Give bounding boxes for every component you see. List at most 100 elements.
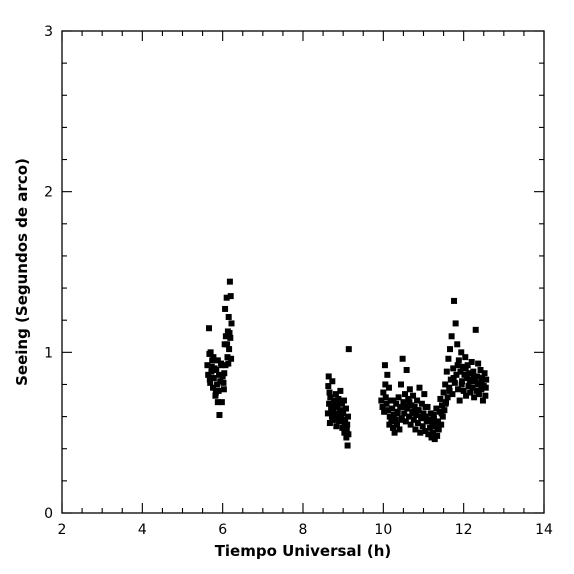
data-point — [413, 411, 420, 418]
data-point — [402, 391, 409, 398]
data-point — [467, 389, 474, 396]
data-point — [462, 354, 469, 361]
data-point — [483, 376, 490, 383]
y-tick-label: 2 — [44, 185, 53, 201]
data-point — [402, 418, 409, 425]
data-point — [479, 375, 486, 382]
data-point — [390, 411, 397, 418]
data-point — [214, 399, 221, 406]
data-point — [389, 424, 396, 431]
data-point — [382, 381, 389, 388]
data-point — [345, 431, 352, 438]
data-point — [389, 405, 396, 412]
data-points — [204, 278, 490, 449]
data-point — [446, 387, 453, 394]
data-point — [386, 421, 393, 428]
data-point — [410, 416, 417, 423]
data-point — [222, 333, 229, 340]
data-point — [382, 394, 389, 401]
data-point — [412, 426, 419, 433]
y-tick-label: 0 — [44, 506, 53, 522]
x-tick-label: 4 — [138, 522, 147, 538]
data-point — [335, 395, 342, 402]
data-point — [208, 368, 215, 375]
data-point — [443, 368, 450, 375]
data-point — [400, 399, 407, 406]
data-point — [474, 381, 481, 388]
data-point — [462, 365, 469, 372]
data-point — [336, 418, 343, 425]
data-point — [228, 320, 235, 327]
data-point — [470, 368, 477, 375]
data-point — [439, 413, 446, 420]
data-point — [468, 358, 475, 365]
data-point — [430, 411, 437, 418]
data-point — [457, 368, 464, 375]
data-point — [225, 313, 232, 320]
data-point — [446, 384, 453, 391]
data-point — [226, 330, 233, 337]
data-point — [324, 410, 331, 417]
data-point — [479, 397, 486, 404]
data-point — [214, 357, 221, 364]
data-point — [463, 392, 470, 399]
data-point — [222, 305, 229, 312]
data-point — [328, 403, 335, 410]
data-point — [207, 349, 214, 356]
x-axis-label: Tiempo Universal (h) — [215, 542, 392, 560]
data-point — [458, 381, 465, 388]
data-point — [339, 424, 346, 431]
data-point — [421, 391, 428, 398]
data-point — [401, 410, 408, 417]
data-point — [478, 378, 485, 385]
data-point — [341, 420, 348, 427]
data-point — [223, 294, 230, 301]
data-point — [464, 362, 471, 369]
data-point — [392, 416, 399, 423]
data-point — [450, 365, 457, 372]
data-point — [210, 375, 217, 382]
data-point — [406, 399, 413, 406]
data-point — [227, 334, 234, 341]
data-point — [434, 432, 441, 439]
data-point — [447, 346, 454, 353]
data-point — [418, 400, 425, 407]
data-point — [426, 416, 433, 423]
data-point — [209, 357, 216, 364]
data-point — [226, 278, 233, 285]
data-point — [438, 421, 445, 428]
data-point — [329, 416, 336, 423]
data-point — [380, 389, 387, 396]
data-point — [477, 367, 484, 374]
data-point — [343, 434, 350, 441]
data-point — [449, 391, 456, 398]
data-point — [455, 357, 462, 364]
data-point — [475, 360, 482, 367]
data-point — [397, 403, 404, 410]
data-point — [379, 403, 386, 410]
data-point — [398, 416, 405, 423]
data-point — [430, 415, 437, 422]
data-point — [402, 403, 409, 410]
data-point — [470, 373, 477, 380]
data-point — [220, 379, 227, 386]
data-point — [442, 400, 449, 407]
data-point — [408, 402, 415, 409]
data-point — [332, 391, 339, 398]
data-point — [341, 429, 348, 436]
data-point — [335, 399, 342, 406]
data-point — [438, 410, 445, 417]
data-point — [220, 386, 227, 393]
data-point — [473, 387, 480, 394]
data-point — [414, 407, 421, 414]
data-point — [433, 405, 440, 412]
data-point — [454, 341, 461, 348]
data-point — [478, 386, 485, 393]
data-point — [333, 423, 340, 430]
data-point — [410, 408, 417, 415]
data-point — [206, 325, 213, 332]
data-point — [403, 367, 410, 374]
x-tick-label: 14 — [535, 522, 553, 538]
data-point — [454, 362, 461, 369]
